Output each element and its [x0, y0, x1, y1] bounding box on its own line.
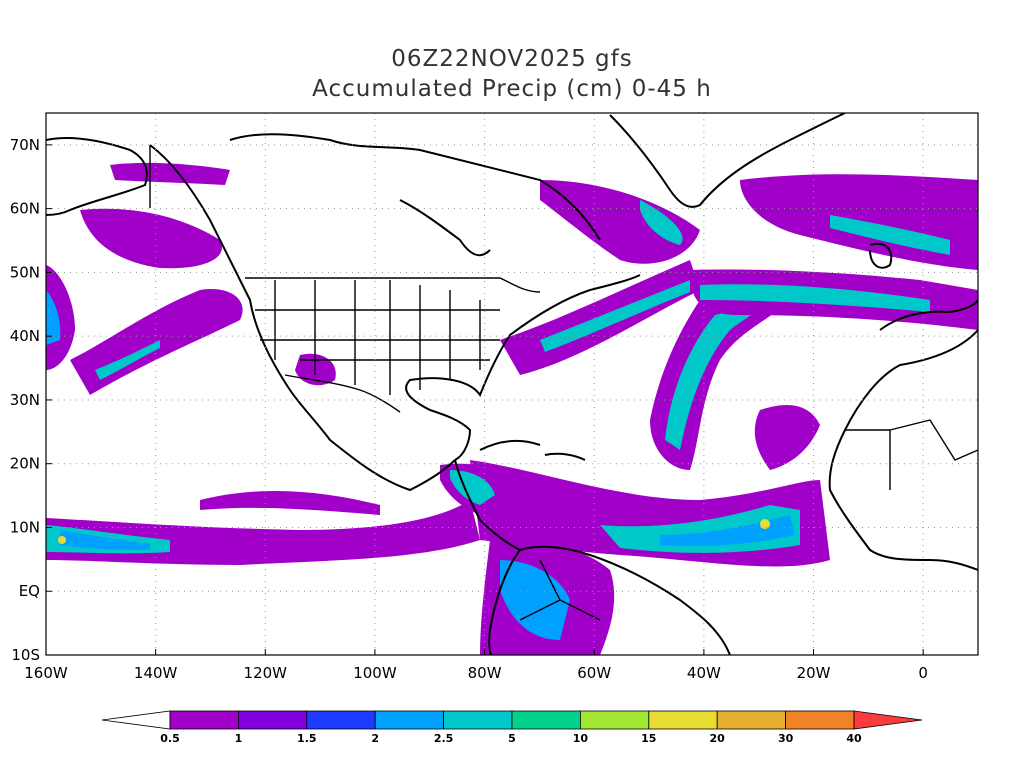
colorbar-swatch — [785, 710, 855, 730]
colorbar-swatch — [580, 710, 650, 730]
colorbar-swatch — [716, 710, 787, 730]
country-borders — [149, 145, 978, 621]
colorbar-label: 40 — [846, 732, 862, 745]
colorbar-swatch — [648, 710, 718, 730]
coast-greenland — [609, 113, 846, 208]
precip-blob-cabo-verde — [754, 405, 820, 470]
lat-tick-label: 10S — [11, 646, 40, 664]
colorbar-over-triangle — [853, 710, 923, 730]
colorbar-swatch — [169, 710, 239, 730]
coast-hudson-bay — [399, 199, 491, 257]
coast-europe — [869, 242, 978, 331]
colorbar-label: 30 — [778, 732, 794, 745]
colorbar-under-triangle — [101, 710, 171, 730]
colorbar-swatch — [306, 710, 376, 730]
coast-north-america-east — [405, 274, 641, 461]
border-africa-west — [845, 419, 978, 490]
precip-band-pacific-itcz-core2 — [60, 530, 150, 550]
colorbar-label: 0.5 — [160, 732, 180, 745]
colorbar-label: 1.5 — [297, 732, 317, 745]
border-south-america — [519, 559, 601, 621]
colorbar-label: 15 — [641, 732, 656, 745]
lon-tick-label: 0 — [918, 664, 928, 682]
precip-band-alaska — [110, 162, 230, 185]
lon-tick-label: 100W — [353, 664, 397, 682]
coast-africa — [828, 329, 978, 571]
lon-tick-label: 80W — [468, 664, 502, 682]
lat-tick-label: 20N — [10, 455, 40, 473]
lat-tick-label: 10N — [10, 518, 40, 536]
colorbar-label: 5 — [508, 732, 516, 745]
lat-tick-label: 50N — [10, 263, 40, 281]
border-us-mexico — [284, 374, 401, 413]
precip-band-east-pacific-core — [95, 340, 160, 380]
lat-tick-label: EQ — [19, 582, 40, 600]
border-us-canada — [245, 277, 541, 293]
lon-tick-label: 20W — [797, 664, 831, 682]
colorbar-swatch — [443, 710, 513, 730]
coastlines — [46, 113, 978, 655]
lon-tick-label: 40W — [687, 664, 721, 682]
precip-field — [46, 162, 978, 655]
precip-band-us-east-coast-core — [540, 280, 690, 352]
map-title-line-1: 06Z22NOV2025 gfs — [391, 46, 633, 72]
precip-max-atlantic — [760, 519, 770, 529]
precip-arc-atlantic-front-core — [665, 305, 756, 450]
coast-hispaniola — [544, 452, 586, 461]
border-us-states — [255, 280, 500, 395]
colorbar-swatch — [511, 710, 581, 730]
colorbar-label: 2.5 — [434, 732, 454, 745]
coast-canada-north — [229, 133, 601, 241]
lon-tick-label: 160W — [24, 664, 68, 682]
precip-band-pacific-itcz — [46, 500, 480, 565]
colorbar-label: 10 — [573, 732, 589, 745]
lat-tick-label: 30N — [10, 391, 40, 409]
precip-blob-south-america-core — [500, 560, 570, 640]
map-border — [45, 112, 979, 656]
colorbar-label: 1 — [235, 732, 243, 745]
lon-tick-label: 120W — [244, 664, 288, 682]
colorbar-label: 2 — [371, 732, 379, 745]
lon-tick-label: 140W — [134, 664, 178, 682]
colorbar-swatch — [237, 710, 308, 730]
coast-alaska — [46, 137, 148, 216]
precip-band-north-pacific — [80, 208, 222, 269]
precip-max-pacific — [58, 536, 66, 544]
lat-tick-label: 40N — [10, 327, 40, 345]
colorbar-label: 20 — [710, 732, 726, 745]
lat-tick-label: 70N — [10, 136, 40, 154]
precip-band-north-atlantic-core — [700, 284, 930, 312]
precip-blob-west-pacific — [46, 265, 75, 370]
colorbar: 0.5 1 1.5 2 2.5 5 10 15 20 30 40 — [101, 710, 923, 745]
coast-cuba — [479, 439, 541, 451]
precip-band-pacific-north — [200, 490, 380, 515]
precip-blob-labrador-core — [640, 200, 683, 245]
colorbar-swatch — [374, 710, 445, 730]
map-gridlines — [46, 113, 978, 655]
precip-blob-labrador — [540, 180, 700, 264]
coast-central-america — [454, 459, 521, 551]
lon-tick-label: 60W — [577, 664, 611, 682]
coast-north-america-west — [149, 144, 456, 492]
precip-blob-west-pacific-core — [46, 290, 61, 345]
map-title-line-2: Accumulated Precip (cm) 0-45 h — [312, 76, 712, 102]
coast-south-america — [488, 545, 731, 655]
lat-tick-label: 60N — [10, 200, 40, 218]
precip-blob-north-east-atlantic-core — [830, 215, 950, 255]
